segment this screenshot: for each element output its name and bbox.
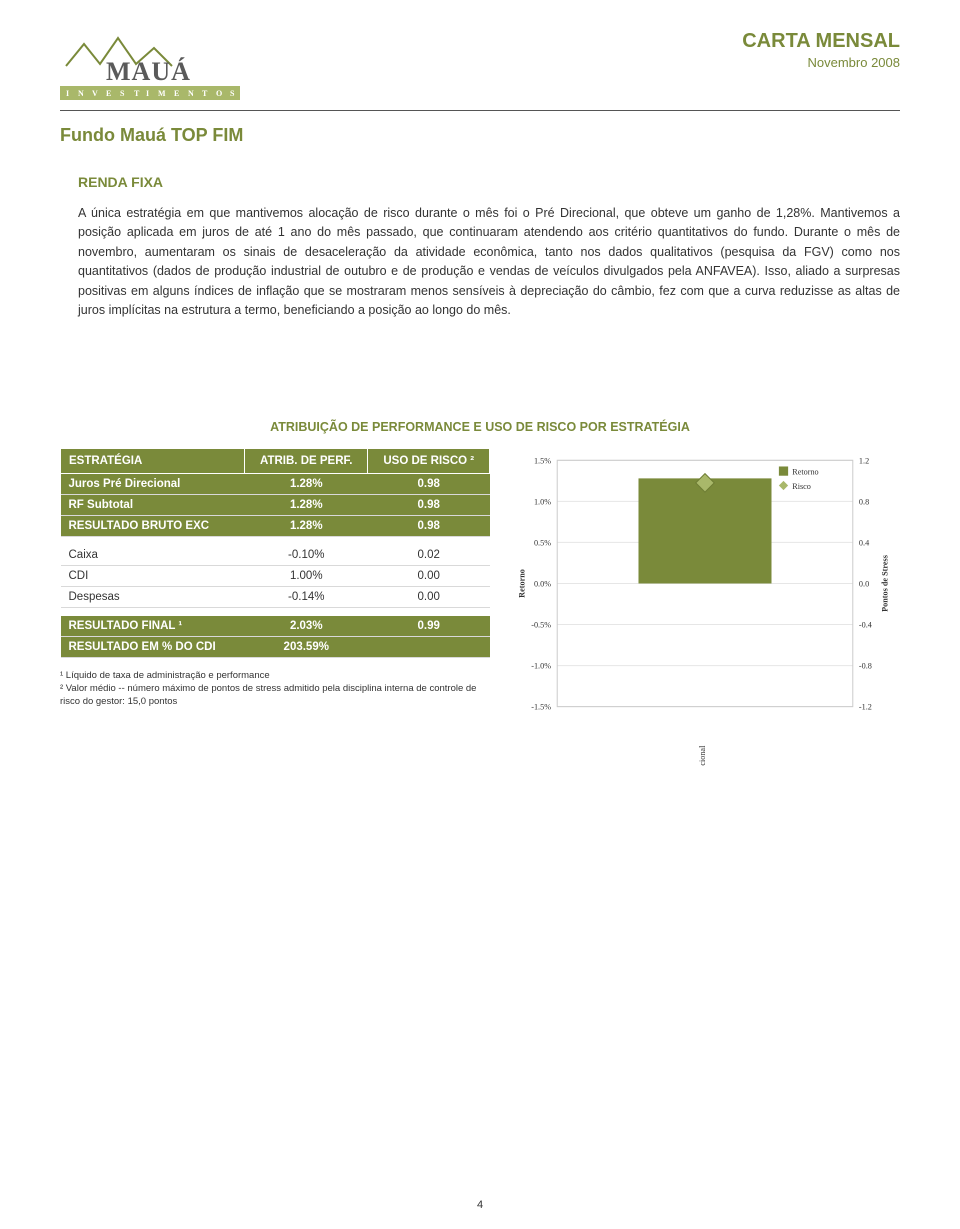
svg-text:-1.5%: -1.5% [531,703,551,712]
letterhead-title: CARTA MENSAL [742,30,900,53]
table-row: Juros Pré Direcional [61,474,245,495]
svg-text:0.8: 0.8 [859,498,869,507]
svg-text:Retorno: Retorno [517,569,526,598]
svg-text:1.0%: 1.0% [534,498,551,507]
footnote-1: ¹ Líquido de taxa de administração e per… [60,670,490,683]
attribution-table-wrapper: ESTRATÉGIA ATRIB. DE PERF. USO DE RISCO … [60,448,490,708]
table-row: CDI [61,566,245,587]
letterhead-subtitle: Novembro 2008 [742,55,900,70]
brand-logo: MAUÁ INV EST IME NTO S [60,30,240,102]
svg-text:0.4: 0.4 [859,539,869,548]
svg-text:N: N [188,89,194,98]
table-row: RF Subtotal [61,495,245,516]
table-row: Despesas [61,587,245,608]
svg-text:T: T [134,89,140,98]
body-paragraph: A única estratégia em que mantivemos alo… [78,204,900,320]
svg-text:-0.4: -0.4 [859,621,872,630]
svg-text:1.5%: 1.5% [534,457,551,466]
table-row: RESULTADO FINAL ¹ [61,616,245,637]
footnotes: ¹ Líquido de taxa de administração e per… [60,670,490,708]
chart-svg: -1.5% -1.0% -0.5% 0.0% 0.5% 1.0% 1.5% -1.2 -0.8 -… [510,448,900,766]
svg-text:-1.2: -1.2 [859,703,872,712]
table-row: Caixa [61,545,245,566]
svg-text:1.2: 1.2 [859,457,869,466]
section-heading-renda-fixa: RENDA FIXA [78,174,900,190]
svg-text:Pontos de Stress: Pontos de Stress [881,555,890,612]
header-rule [60,110,900,111]
table-header-strategy: ESTRATÉGIA [61,449,245,474]
table-header-perf: ATRIB. DE PERF. [245,449,368,474]
svg-text:0.0: 0.0 [859,580,869,589]
maua-logo-icon: MAUÁ INV EST IME NTO S [60,30,240,102]
fund-title: Fundo Mauá TOP FIM [60,125,900,146]
svg-text:O: O [216,89,222,98]
svg-text:I: I [66,89,69,98]
svg-text:E: E [106,89,111,98]
table-row: RESULTADO BRUTO EXC [61,516,245,537]
svg-text:N: N [78,89,84,98]
letterhead: MAUÁ INV EST IME NTO S CARTA MENSAL Nove… [60,30,900,102]
svg-text:0.5%: 0.5% [534,539,551,548]
svg-text:Retorno: Retorno [792,468,818,477]
table-header-risk: USO DE RISCO ² [368,449,490,474]
svg-text:T: T [202,89,208,98]
page-number: 4 [0,1199,960,1211]
svg-text:E: E [174,89,179,98]
svg-text:0.0%: 0.0% [534,580,551,589]
svg-text:M: M [158,89,166,98]
svg-text:-0.8: -0.8 [859,662,872,671]
footnote-2: ² Valor médio -- número máximo de pontos… [60,683,490,709]
svg-text:S: S [120,89,125,98]
svg-text:Juros Pré Direcional: Juros Pré Direcional [698,745,707,766]
svg-text:S: S [230,89,235,98]
brand-word: MAUÁ [106,57,191,86]
svg-text:-1.0%: -1.0% [531,662,551,671]
svg-text:V: V [92,89,98,98]
svg-text:-0.5%: -0.5% [531,621,551,630]
attribution-chart: -1.5% -1.0% -0.5% 0.0% 0.5% 1.0% 1.5% -1.2 -0.8 -… [510,448,900,758]
attribution-title: ATRIBUIÇÃO DE PERFORMANCE E USO DE RISCO… [60,420,900,434]
attribution-table: ESTRATÉGIA ATRIB. DE PERF. USO DE RISCO … [60,448,490,658]
table-row: RESULTADO EM % DO CDI [61,637,245,658]
svg-text:Risco: Risco [792,482,811,491]
svg-text:I: I [146,89,149,98]
